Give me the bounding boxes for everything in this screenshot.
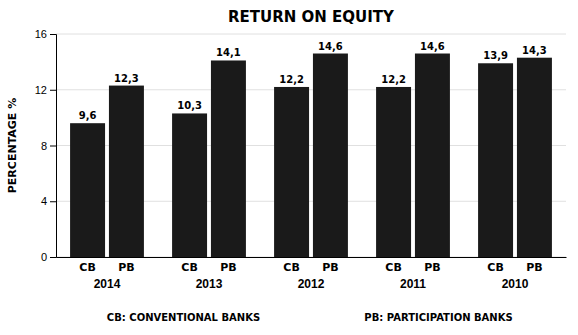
data-label: 14,6 <box>318 41 343 52</box>
x-axis: 2014 2013 2012 2011 2010 <box>57 258 567 291</box>
tick: 0 <box>41 251 56 263</box>
series-label: CB <box>385 261 401 274</box>
bar-series <box>109 54 552 257</box>
data-label: 10,3 <box>177 100 202 111</box>
plot: 0 4 8 12 16 9,6 10,3 12,2 12,2 13,9 12,3 14,1 14,6 14… <box>35 28 567 291</box>
annotation: CB: CONVENTIONAL BANKS <box>107 312 260 323</box>
tick: 12 <box>35 84 56 96</box>
tick-mark <box>50 146 56 147</box>
bar <box>517 58 552 257</box>
data-label: 12,2 <box>381 74 406 85</box>
bar <box>376 87 411 257</box>
grid <box>56 34 566 257</box>
tick: 2010 <box>502 277 529 291</box>
annotations: CB: CONVENTIONAL BANKS PB: PARTICIPATION … <box>107 312 513 323</box>
tick: 16 <box>35 28 56 40</box>
grid-line <box>56 34 566 35</box>
bar <box>478 63 513 257</box>
data-label: 14,1 <box>216 47 241 58</box>
series-label: PB <box>424 261 440 274</box>
tick-label: 16 <box>35 28 47 40</box>
tick: 2012 <box>298 277 325 291</box>
tick: 2011 <box>400 277 426 291</box>
series-label: CB <box>487 261 503 274</box>
y-axis: 0 4 8 12 16 <box>35 28 57 263</box>
tick-mark <box>50 34 56 35</box>
data-label: 13,9 <box>483 50 508 61</box>
tick-label: 2013 <box>196 277 223 291</box>
tick: 8 <box>41 140 56 152</box>
bar <box>109 86 144 257</box>
data-label: 9,6 <box>79 110 97 121</box>
series-label: PB <box>322 261 338 274</box>
data-label: 14,6 <box>420 41 445 52</box>
series-label: PB <box>526 261 542 274</box>
axis-line <box>57 257 567 258</box>
axis-line <box>50 35 57 258</box>
title: RETURN ON EQUITY <box>228 8 395 26</box>
series-label: CB <box>283 261 299 274</box>
bar <box>415 54 450 257</box>
bar <box>70 123 105 257</box>
tick-mark <box>50 257 56 258</box>
series-label: PB <box>118 261 134 274</box>
series-labels: CB CB CB CB CB PB PB PB PB PB <box>79 261 542 274</box>
bar <box>172 113 207 257</box>
data-label: 14,3 <box>522 45 547 56</box>
tick-label: 0 <box>41 251 47 263</box>
data-labels: 9,6 10,3 12,2 12,2 13,9 12,3 14,1 14,6 14,6 14,3 <box>79 41 547 122</box>
tick-label: 2011 <box>400 277 426 291</box>
bars <box>70 54 552 257</box>
tick-label: 2010 <box>502 277 529 291</box>
chart: 0 4 8 12 16 9,6 10,3 12,2 12,2 13,9 12,3 14,1 14,6 14… <box>0 0 578 335</box>
tick: 2013 <box>196 277 223 291</box>
tick-label: 4 <box>41 195 47 207</box>
data-label: 12,3 <box>114 73 139 84</box>
series-label: CB <box>79 261 95 274</box>
bar <box>274 87 309 257</box>
tick-label: 12 <box>35 84 47 96</box>
bar <box>211 60 246 257</box>
tick-label: 2012 <box>298 277 325 291</box>
y-axis-title: PERCENTAGE % <box>6 98 19 193</box>
tick-label: 8 <box>41 140 47 152</box>
annotation: PB: PARTICIPATION BANKS <box>364 312 512 323</box>
tick: 4 <box>41 195 56 207</box>
series-label: CB <box>181 261 197 274</box>
tick-mark <box>50 90 56 91</box>
series-label: PB <box>220 261 236 274</box>
tick: 2014 <box>94 277 121 291</box>
data-label: 12,2 <box>279 74 304 85</box>
tick-mark <box>50 201 56 202</box>
bar <box>313 54 348 257</box>
tick-label: 2014 <box>94 277 121 291</box>
